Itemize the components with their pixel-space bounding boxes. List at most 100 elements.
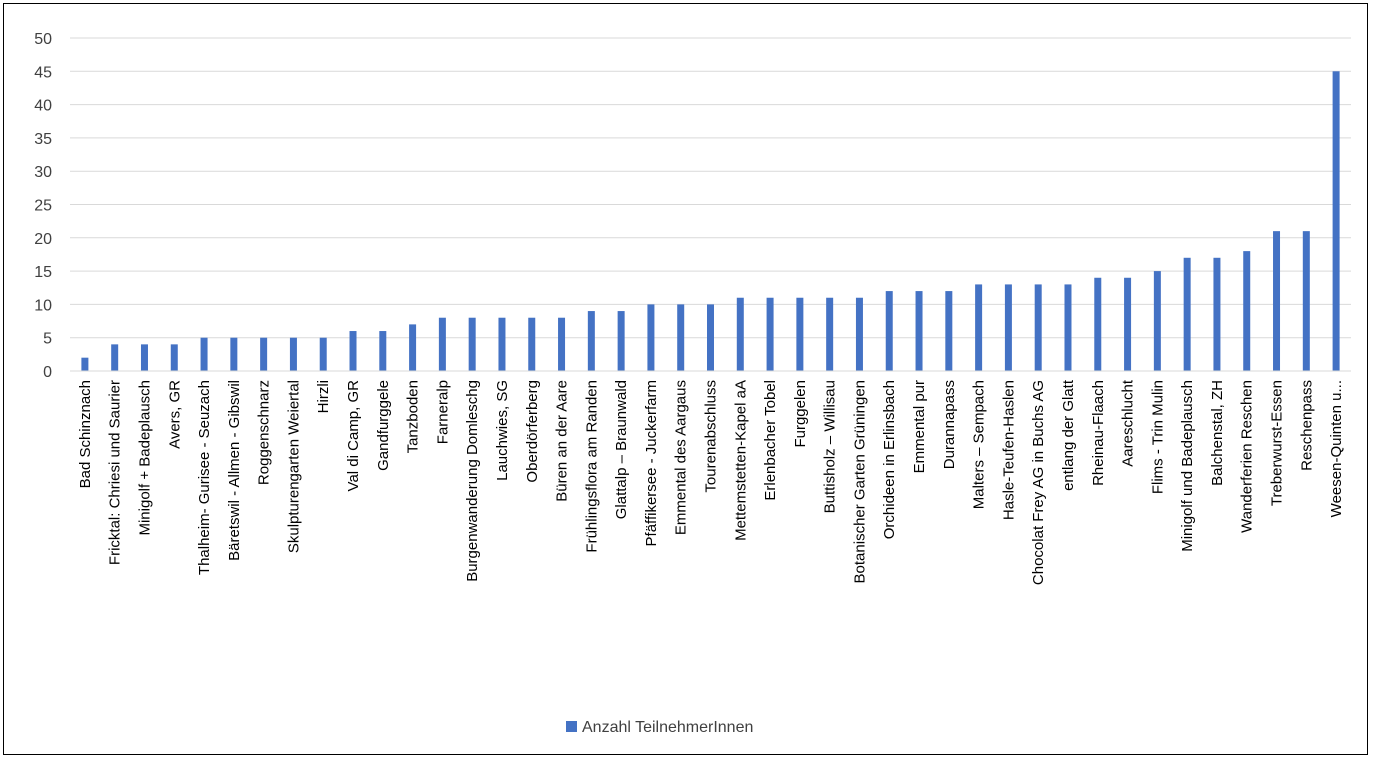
legend-swatch bbox=[566, 721, 577, 732]
bar bbox=[438, 317, 446, 371]
y-tick-label: 0 bbox=[43, 364, 52, 381]
x-tick-label: Orchideen in Erlinsbach bbox=[881, 380, 898, 539]
x-tick-label: Flims - Trin Mulin bbox=[1149, 380, 1166, 494]
y-tick-label: 45 bbox=[34, 64, 52, 81]
bar bbox=[796, 297, 804, 371]
gridlines bbox=[70, 37, 1351, 339]
x-tick-label: Wanderferien Reschen bbox=[1239, 380, 1256, 533]
x-tick-label: Hasle-Teufen-Haslen bbox=[1000, 380, 1017, 520]
bar bbox=[468, 317, 476, 371]
x-tick-label: Minigolf und Badeplausch bbox=[1179, 380, 1196, 552]
bar bbox=[677, 304, 685, 371]
bar bbox=[1273, 231, 1281, 371]
bar bbox=[528, 317, 536, 371]
bar bbox=[617, 311, 625, 371]
bar bbox=[319, 337, 327, 371]
x-tick-label: Durannapass bbox=[941, 380, 958, 469]
x-tick-label: Buttisholz – Willisau bbox=[822, 380, 839, 513]
bar bbox=[1094, 277, 1102, 371]
x-tick-label: Pfäffikersee - Juckerfarm bbox=[643, 380, 660, 546]
bars bbox=[81, 71, 1340, 372]
x-tick-label: Gandfurggele bbox=[375, 380, 392, 471]
x-tick-label: Roggenschnarz bbox=[256, 380, 273, 485]
bar bbox=[111, 344, 119, 371]
bar bbox=[707, 304, 714, 371]
bar bbox=[975, 284, 983, 371]
x-tick-label: Thalheim- Gurisee - Seuzach bbox=[196, 380, 213, 575]
x-tick-label: Bad Schinznach bbox=[77, 380, 94, 488]
x-tick-label: Weesen-Quinten u... bbox=[1328, 380, 1345, 517]
x-tick-label: Oberdörferberg bbox=[524, 380, 541, 483]
bar bbox=[826, 297, 834, 371]
x-tick-label: Emmental pur bbox=[911, 380, 928, 473]
x-tick-label: Malters – Sempach bbox=[971, 380, 988, 509]
bar bbox=[1213, 257, 1221, 371]
y-tick-label: 10 bbox=[34, 297, 52, 314]
x-tick-label: Büren an der Aare bbox=[554, 380, 571, 502]
x-tick-label: Burgenwanderung Domleschg bbox=[464, 380, 481, 582]
chart-area: 0 5 10 15 20 25 30 35 40 45 50 Bad Schinznach Frick… bbox=[3, 3, 1368, 755]
x-tick-label: Bäretswil - Allmen - Gibswil bbox=[226, 380, 243, 561]
bar bbox=[558, 317, 566, 371]
x-tick-label: Mettemstetten-Kapel aA bbox=[732, 380, 749, 541]
bar bbox=[1004, 284, 1012, 371]
x-tick-label: Fricktal: Chriesi und Saurier bbox=[107, 380, 124, 565]
x-tick-label: Frühlingsflora am Randen bbox=[583, 380, 600, 553]
bar bbox=[1034, 284, 1042, 371]
bar-chart: 0 5 10 15 20 25 30 35 40 45 50 Bad Schinznach Frick… bbox=[34, 31, 1351, 736]
x-tick-label: Balchenstal, ZH bbox=[1209, 380, 1226, 486]
bar bbox=[736, 297, 744, 371]
x-tick-label: Botanischer Garten Grüningen bbox=[851, 380, 868, 583]
y-axis: 0 5 10 15 20 25 30 35 40 45 50 bbox=[34, 31, 52, 381]
bar bbox=[1302, 231, 1310, 371]
bar bbox=[230, 337, 238, 371]
y-tick-label: 25 bbox=[34, 198, 52, 215]
x-tick-label: Val di Camp, GR bbox=[345, 380, 362, 492]
x-tick-label: Treberwurst-Essen bbox=[1269, 380, 1286, 506]
x-tick-label: Farneralp bbox=[434, 380, 451, 444]
x-tick-label: Hirzli bbox=[315, 380, 332, 413]
y-tick-label: 20 bbox=[34, 231, 52, 248]
bar bbox=[915, 291, 923, 371]
x-tick-label: Glattalp – Braunwald bbox=[613, 380, 630, 519]
x-tick-label: Lauchwies, SG bbox=[494, 380, 511, 481]
x-tick-label: Furggelen bbox=[792, 380, 809, 448]
x-tick-label: Skulpturengarten Weiertal bbox=[285, 380, 302, 553]
x-axis-labels: Bad Schinznach Fricktal: Chriesi und Saur… bbox=[77, 379, 1345, 585]
bar bbox=[379, 331, 387, 371]
x-tick-label: Aareschlucht bbox=[1120, 379, 1137, 467]
bar bbox=[1183, 257, 1191, 371]
bar bbox=[289, 337, 297, 371]
bar bbox=[409, 324, 417, 371]
bar bbox=[647, 304, 655, 371]
legend: Anzahl TeilnehmerInnen bbox=[566, 719, 753, 736]
bar bbox=[945, 291, 953, 371]
bar bbox=[81, 357, 89, 371]
bar bbox=[1243, 251, 1251, 371]
x-tick-label: Tourenabschluss bbox=[703, 380, 720, 493]
bar bbox=[260, 337, 268, 371]
bar bbox=[498, 317, 506, 371]
bar bbox=[140, 344, 148, 371]
legend-label: Anzahl TeilnehmerInnen bbox=[582, 719, 753, 736]
bar bbox=[1332, 71, 1340, 372]
bar bbox=[1153, 271, 1161, 371]
x-tick-label: entlang der Glatt bbox=[1060, 379, 1077, 491]
y-tick-label: 5 bbox=[43, 331, 52, 348]
x-tick-label: Minigolf + Badeplausch bbox=[136, 380, 153, 536]
bar bbox=[1064, 284, 1072, 371]
x-tick-label: Avers, GR bbox=[166, 380, 183, 449]
bar bbox=[349, 331, 357, 371]
x-tick-label: Emmental des Aargaus bbox=[673, 380, 690, 535]
y-tick-label: 15 bbox=[34, 264, 52, 281]
bar bbox=[766, 297, 774, 371]
bar bbox=[1124, 277, 1132, 371]
bar bbox=[587, 311, 595, 371]
bar bbox=[200, 337, 208, 371]
bar bbox=[855, 297, 863, 371]
bar bbox=[170, 344, 178, 371]
x-tick-label: Reschenpass bbox=[1298, 380, 1315, 471]
y-tick-label: 35 bbox=[34, 131, 52, 148]
x-tick-label: Tanzboden bbox=[405, 380, 422, 453]
x-tick-label: Rheinau-Flaach bbox=[1090, 380, 1107, 486]
